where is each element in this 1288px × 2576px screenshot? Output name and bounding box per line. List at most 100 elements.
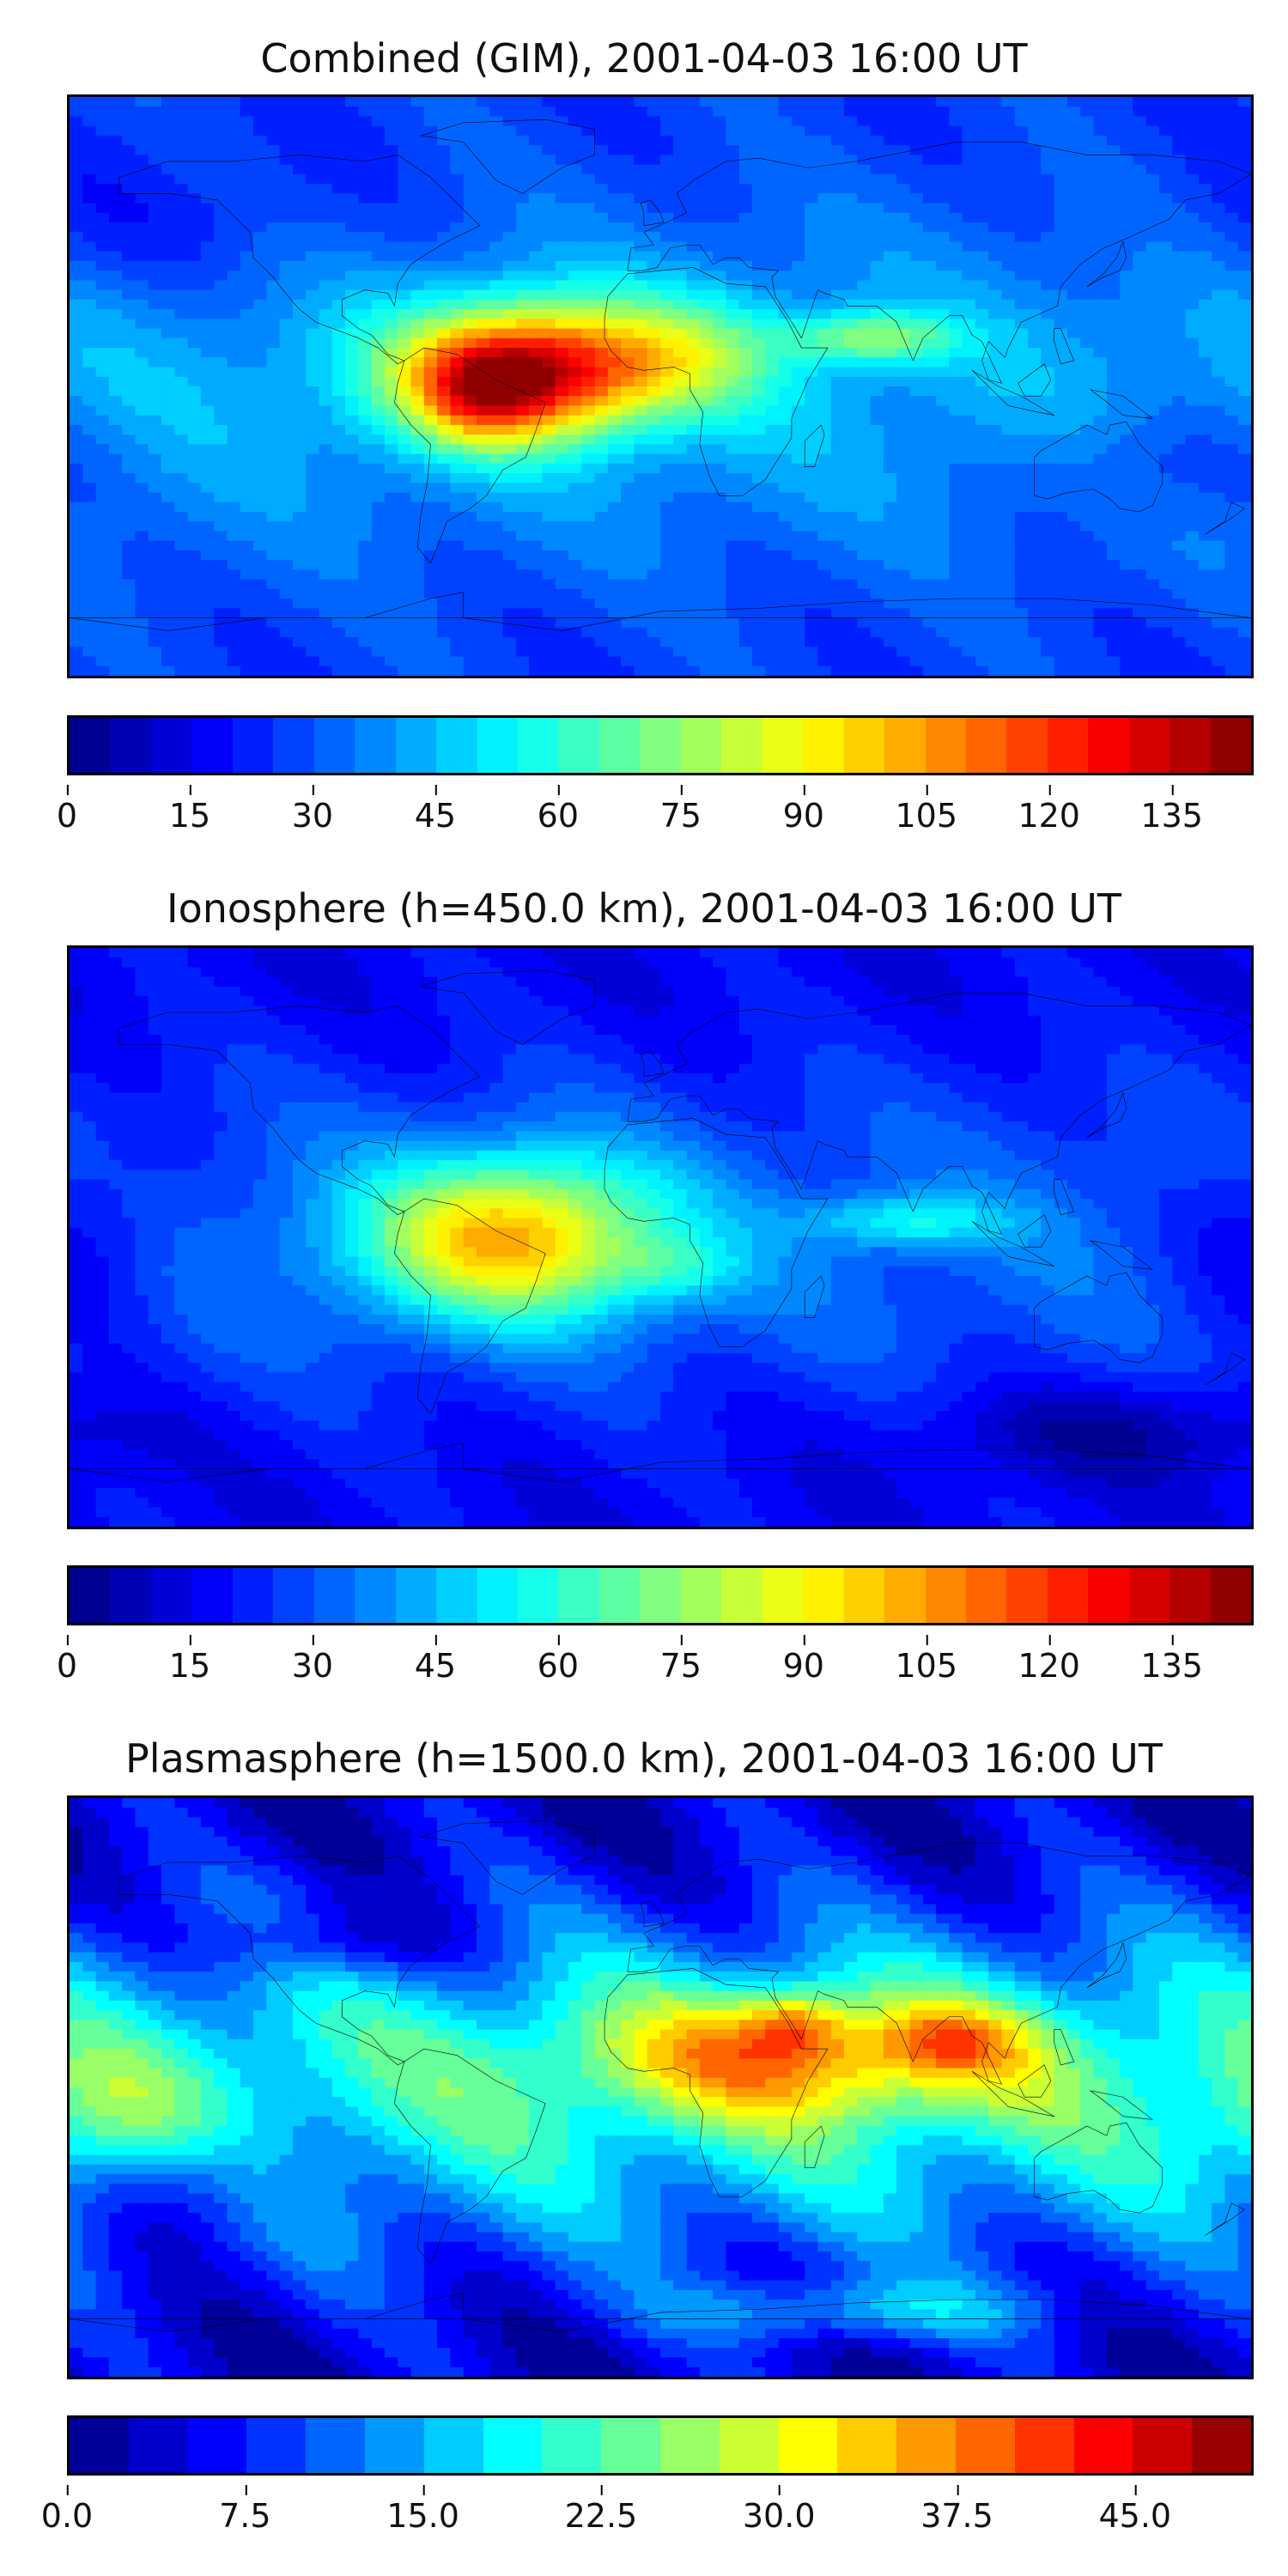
heatmap-cell <box>345 328 360 339</box>
heatmap-cell <box>319 241 333 252</box>
heatmap-cell <box>1106 569 1121 580</box>
heatmap-cell <box>82 116 97 127</box>
heatmap-cell <box>214 492 228 503</box>
heatmap-cell <box>883 328 897 339</box>
heatmap-cell <box>1054 579 1068 590</box>
heatmap-cell <box>371 155 386 166</box>
heatmap-cell <box>161 319 176 330</box>
heatmap-cell <box>410 434 425 446</box>
heatmap-cell <box>778 512 793 523</box>
heatmap-cell <box>1106 531 1121 542</box>
heatmap-cell <box>161 309 176 320</box>
heatmap-cell <box>962 135 976 146</box>
heatmap-cell <box>331 97 346 107</box>
heatmap-cell <box>398 501 412 513</box>
heatmap-cell <box>502 357 517 368</box>
heatmap-cell <box>1054 463 1068 474</box>
heatmap-cell <box>122 512 137 523</box>
heatmap-cell <box>187 106 202 118</box>
heatmap-cell <box>857 241 872 252</box>
heatmap-cell <box>319 512 333 523</box>
heatmap-cell <box>82 512 97 523</box>
heatmap-cell <box>765 473 780 484</box>
heatmap-cell <box>135 97 149 107</box>
heatmap-cell <box>214 203 228 214</box>
heatmap-cell <box>502 637 517 648</box>
heatmap-cell <box>384 598 398 610</box>
heatmap-cell <box>857 328 872 339</box>
heatmap-cell <box>82 473 97 484</box>
heatmap-cell <box>791 212 805 223</box>
heatmap-cell <box>857 444 872 455</box>
heatmap-cell <box>279 501 294 513</box>
heatmap-cell <box>1106 184 1121 195</box>
heatmap-cell <box>778 444 793 455</box>
heatmap-cell <box>673 617 688 629</box>
heatmap-cell <box>398 453 412 465</box>
heatmap-cell <box>738 627 753 638</box>
heatmap-cell <box>909 598 924 610</box>
heatmap-cell <box>542 155 556 166</box>
heatmap-cell <box>174 222 189 234</box>
heatmap-cell <box>883 241 897 252</box>
heatmap-cell <box>830 232 845 243</box>
heatmap-cell <box>529 647 544 658</box>
heatmap-cell <box>581 97 596 107</box>
heatmap-cell <box>805 424 819 435</box>
heatmap-cell <box>148 260 162 271</box>
heatmap-cell <box>95 647 110 658</box>
heatmap-cell <box>1093 280 1108 291</box>
heatmap-cell <box>765 203 780 214</box>
heatmap-cell <box>909 531 924 542</box>
heatmap-cell <box>568 665 583 676</box>
heatmap-cell <box>398 376 412 387</box>
heatmap-cell <box>319 367 333 378</box>
heatmap-cell <box>634 560 648 571</box>
heatmap-cell <box>883 309 897 320</box>
heatmap-cell <box>515 656 530 667</box>
heatmap-cell <box>463 260 477 271</box>
heatmap-cell <box>647 512 661 523</box>
heatmap-cell <box>1014 569 1029 580</box>
heatmap-cell <box>1028 357 1042 368</box>
heatmap-cell <box>870 579 884 590</box>
heatmap-cell <box>896 328 911 339</box>
heatmap-cell <box>135 348 149 359</box>
heatmap-cell <box>1145 463 1160 474</box>
heatmap-cell <box>686 424 701 435</box>
heatmap-cell <box>398 164 412 175</box>
heatmap-cell <box>1145 656 1160 667</box>
heatmap-cell <box>1001 289 1016 301</box>
heatmap-cell <box>962 116 976 127</box>
heatmap-cell <box>726 444 740 455</box>
heatmap-cell <box>805 415 819 426</box>
heatmap-cell <box>686 357 701 368</box>
heatmap-cell <box>949 521 963 532</box>
heatmap-cell <box>292 155 307 166</box>
heatmap-cell <box>817 319 832 330</box>
heatmap-cell <box>358 656 373 667</box>
heatmap-cell <box>82 463 97 474</box>
heatmap-cell <box>410 647 425 658</box>
heatmap-cell <box>1014 251 1029 262</box>
heatmap-cell <box>621 637 635 648</box>
heatmap-cell <box>962 328 976 339</box>
heatmap-cell <box>187 637 202 648</box>
heatmap-cell <box>1080 647 1095 658</box>
heatmap-cell <box>240 483 254 494</box>
heatmap-cell <box>542 116 556 127</box>
heatmap-cell <box>634 135 648 146</box>
heatmap-cell <box>922 260 937 271</box>
heatmap-cell <box>936 608 951 619</box>
heatmap-cell <box>95 299 110 310</box>
heatmap-cell <box>542 637 556 648</box>
heatmap-cell <box>1066 203 1082 214</box>
heatmap-cell <box>726 164 740 175</box>
heatmap-cell <box>922 299 937 310</box>
heatmap-cell <box>1120 386 1134 397</box>
heatmap-cell <box>555 212 569 223</box>
heatmap-cell <box>673 184 688 195</box>
heatmap-cell <box>830 241 845 252</box>
heatmap-cell <box>306 348 320 359</box>
heatmap-cell <box>713 396 727 407</box>
